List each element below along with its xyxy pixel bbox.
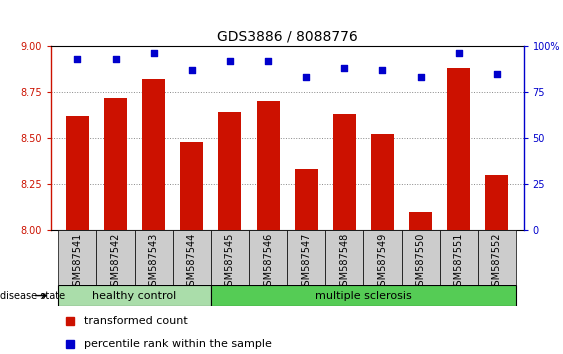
Bar [66,116,89,230]
Text: GSM587547: GSM587547 [301,233,311,292]
Text: GSM587552: GSM587552 [492,233,502,292]
Bar [218,112,242,230]
Text: healthy control: healthy control [92,291,177,301]
Bar [142,79,165,230]
Bar [295,169,318,230]
Text: GSM587551: GSM587551 [454,233,464,292]
Point [73,56,82,62]
Point [340,65,349,71]
Bar [59,230,96,285]
Bar [249,230,287,285]
Bar [333,114,356,230]
Bar [409,212,432,230]
Bar [211,285,516,306]
Bar [135,230,173,285]
Bar [448,68,470,230]
Title: GDS3886 / 8088776: GDS3886 / 8088776 [217,29,358,44]
Bar [104,98,127,230]
Bar [325,230,363,285]
Point [225,58,234,64]
Point [493,71,502,76]
Point [302,74,311,80]
Bar [173,230,211,285]
Bar [257,101,279,230]
Bar [287,230,325,285]
Point [149,51,158,56]
Text: multiple sclerosis: multiple sclerosis [315,291,412,301]
Bar [401,230,440,285]
Text: GSM587545: GSM587545 [225,233,235,292]
Point [111,56,120,62]
Bar [440,230,478,285]
Bar [485,175,508,230]
Text: GSM587550: GSM587550 [415,233,426,292]
Text: GSM587549: GSM587549 [377,233,387,292]
Text: GSM587543: GSM587543 [149,233,159,292]
Bar [371,135,394,230]
Bar [478,230,516,285]
Text: disease state: disease state [0,291,65,301]
Text: GSM587542: GSM587542 [110,233,120,292]
Bar [180,142,203,230]
Point [378,67,387,73]
Point [187,67,196,73]
Bar [211,230,249,285]
Text: GSM587548: GSM587548 [339,233,349,292]
Point [416,74,425,80]
Bar [59,285,211,306]
Bar [96,230,135,285]
Text: percentile rank within the sample: percentile rank within the sample [84,339,272,349]
Text: transformed count: transformed count [84,316,187,326]
Point [454,51,463,56]
Text: GSM587546: GSM587546 [263,233,273,292]
Bar [363,230,401,285]
Text: GSM587541: GSM587541 [73,233,82,292]
Point [263,58,272,64]
Text: GSM587544: GSM587544 [187,233,197,292]
